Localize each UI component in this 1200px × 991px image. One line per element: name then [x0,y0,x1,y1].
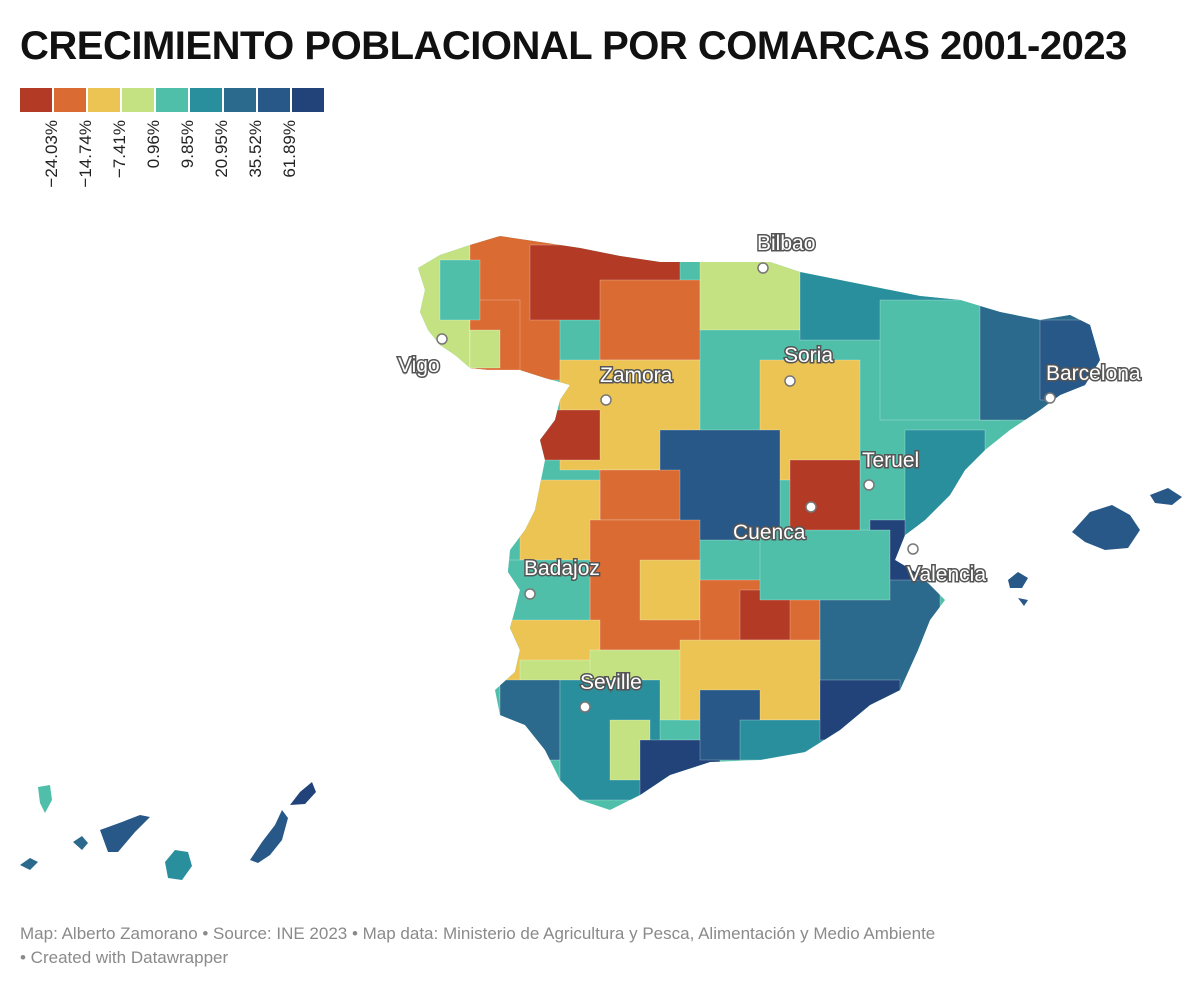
city-label-soria: Soria [784,344,833,367]
gran-canaria-island [165,850,192,880]
comarca-zone [499,679,561,761]
city-dot-valencia [907,543,919,555]
fuerteventura-island [250,810,288,863]
lanzarote-island [290,782,316,805]
comarca-zone [599,469,681,521]
city-dot-seville [579,701,591,713]
city-label-badajoz: Badajoz [524,557,600,580]
mallorca-island [1072,505,1140,550]
formentera-island [1018,598,1028,606]
city-dot-teruel [863,479,875,491]
islands-layer [20,488,1182,880]
comarca-zone [759,529,891,601]
legend-swatch [122,88,154,112]
legend-swatch [88,88,120,112]
legend-swatch [190,88,222,112]
comarca-zone [539,409,601,461]
legend-swatch [156,88,188,112]
comarca-zone [739,719,831,761]
comarca-zone [699,259,801,331]
comarca-zone [819,679,901,741]
legend-swatch [224,88,256,112]
el-hierro-island [20,858,38,870]
city-label-barcelona: Barcelona [1046,362,1141,385]
city-label-zamora: Zamora [600,364,673,387]
city-label-bilbao: Bilbao [757,232,815,255]
city-markers: Bilbao Vigo Soria Zamora Barcelona Teruel Cuen… [397,231,1142,713]
city-label-vigo: Vigo [398,354,440,377]
city-dot-vigo [436,333,448,345]
city-label-seville: Seville [580,671,642,694]
comarca-zone [469,329,501,369]
spain-map: Bilbao Vigo Soria Zamora Barcelona Teruel Cuen… [20,231,1182,880]
legend-swatch [258,88,290,112]
legend-swatch [20,88,52,112]
comarca-zone [639,559,701,621]
chart-title: CRECIMIENTO POBLACIONAL POR COMARCAS 200… [20,24,1127,68]
comarca-zone [904,429,986,541]
city-label-teruel: Teruel [862,449,919,472]
footer-line-2: • Created with Datawrapper [20,948,229,967]
city-dot-badajoz [524,588,536,600]
comarca-zone [1039,319,1100,401]
la-gomera-island [73,836,88,850]
menorca-island [1150,488,1182,505]
source-footer: Map: Alberto Zamorano • Source: INE 2023… [20,922,1180,970]
tenerife-island [100,815,150,852]
color-legend: −24.03% −14.74% −7.41% 0.96% 9.85% 20.95% 35.5… [20,88,340,232]
city-label-valencia: Valencia [907,563,986,586]
city-dot-bilbao [757,262,769,274]
legend-swatch [54,88,86,112]
city-dot-soria [784,375,796,387]
comarca-zone [599,279,701,361]
city-label-cuenca: Cuenca [733,521,806,544]
legend-swatch [292,88,324,112]
city-dot-barcelona [1044,392,1056,404]
legend-bar [20,88,340,112]
comarca-zone [439,259,481,321]
city-dot-cuenca [805,501,817,513]
la-palma-island [38,785,52,813]
city-dot-zamora [600,394,612,406]
footer-line-1: Map: Alberto Zamorano • Source: INE 2023… [20,924,936,943]
ibiza-island [1008,572,1028,588]
